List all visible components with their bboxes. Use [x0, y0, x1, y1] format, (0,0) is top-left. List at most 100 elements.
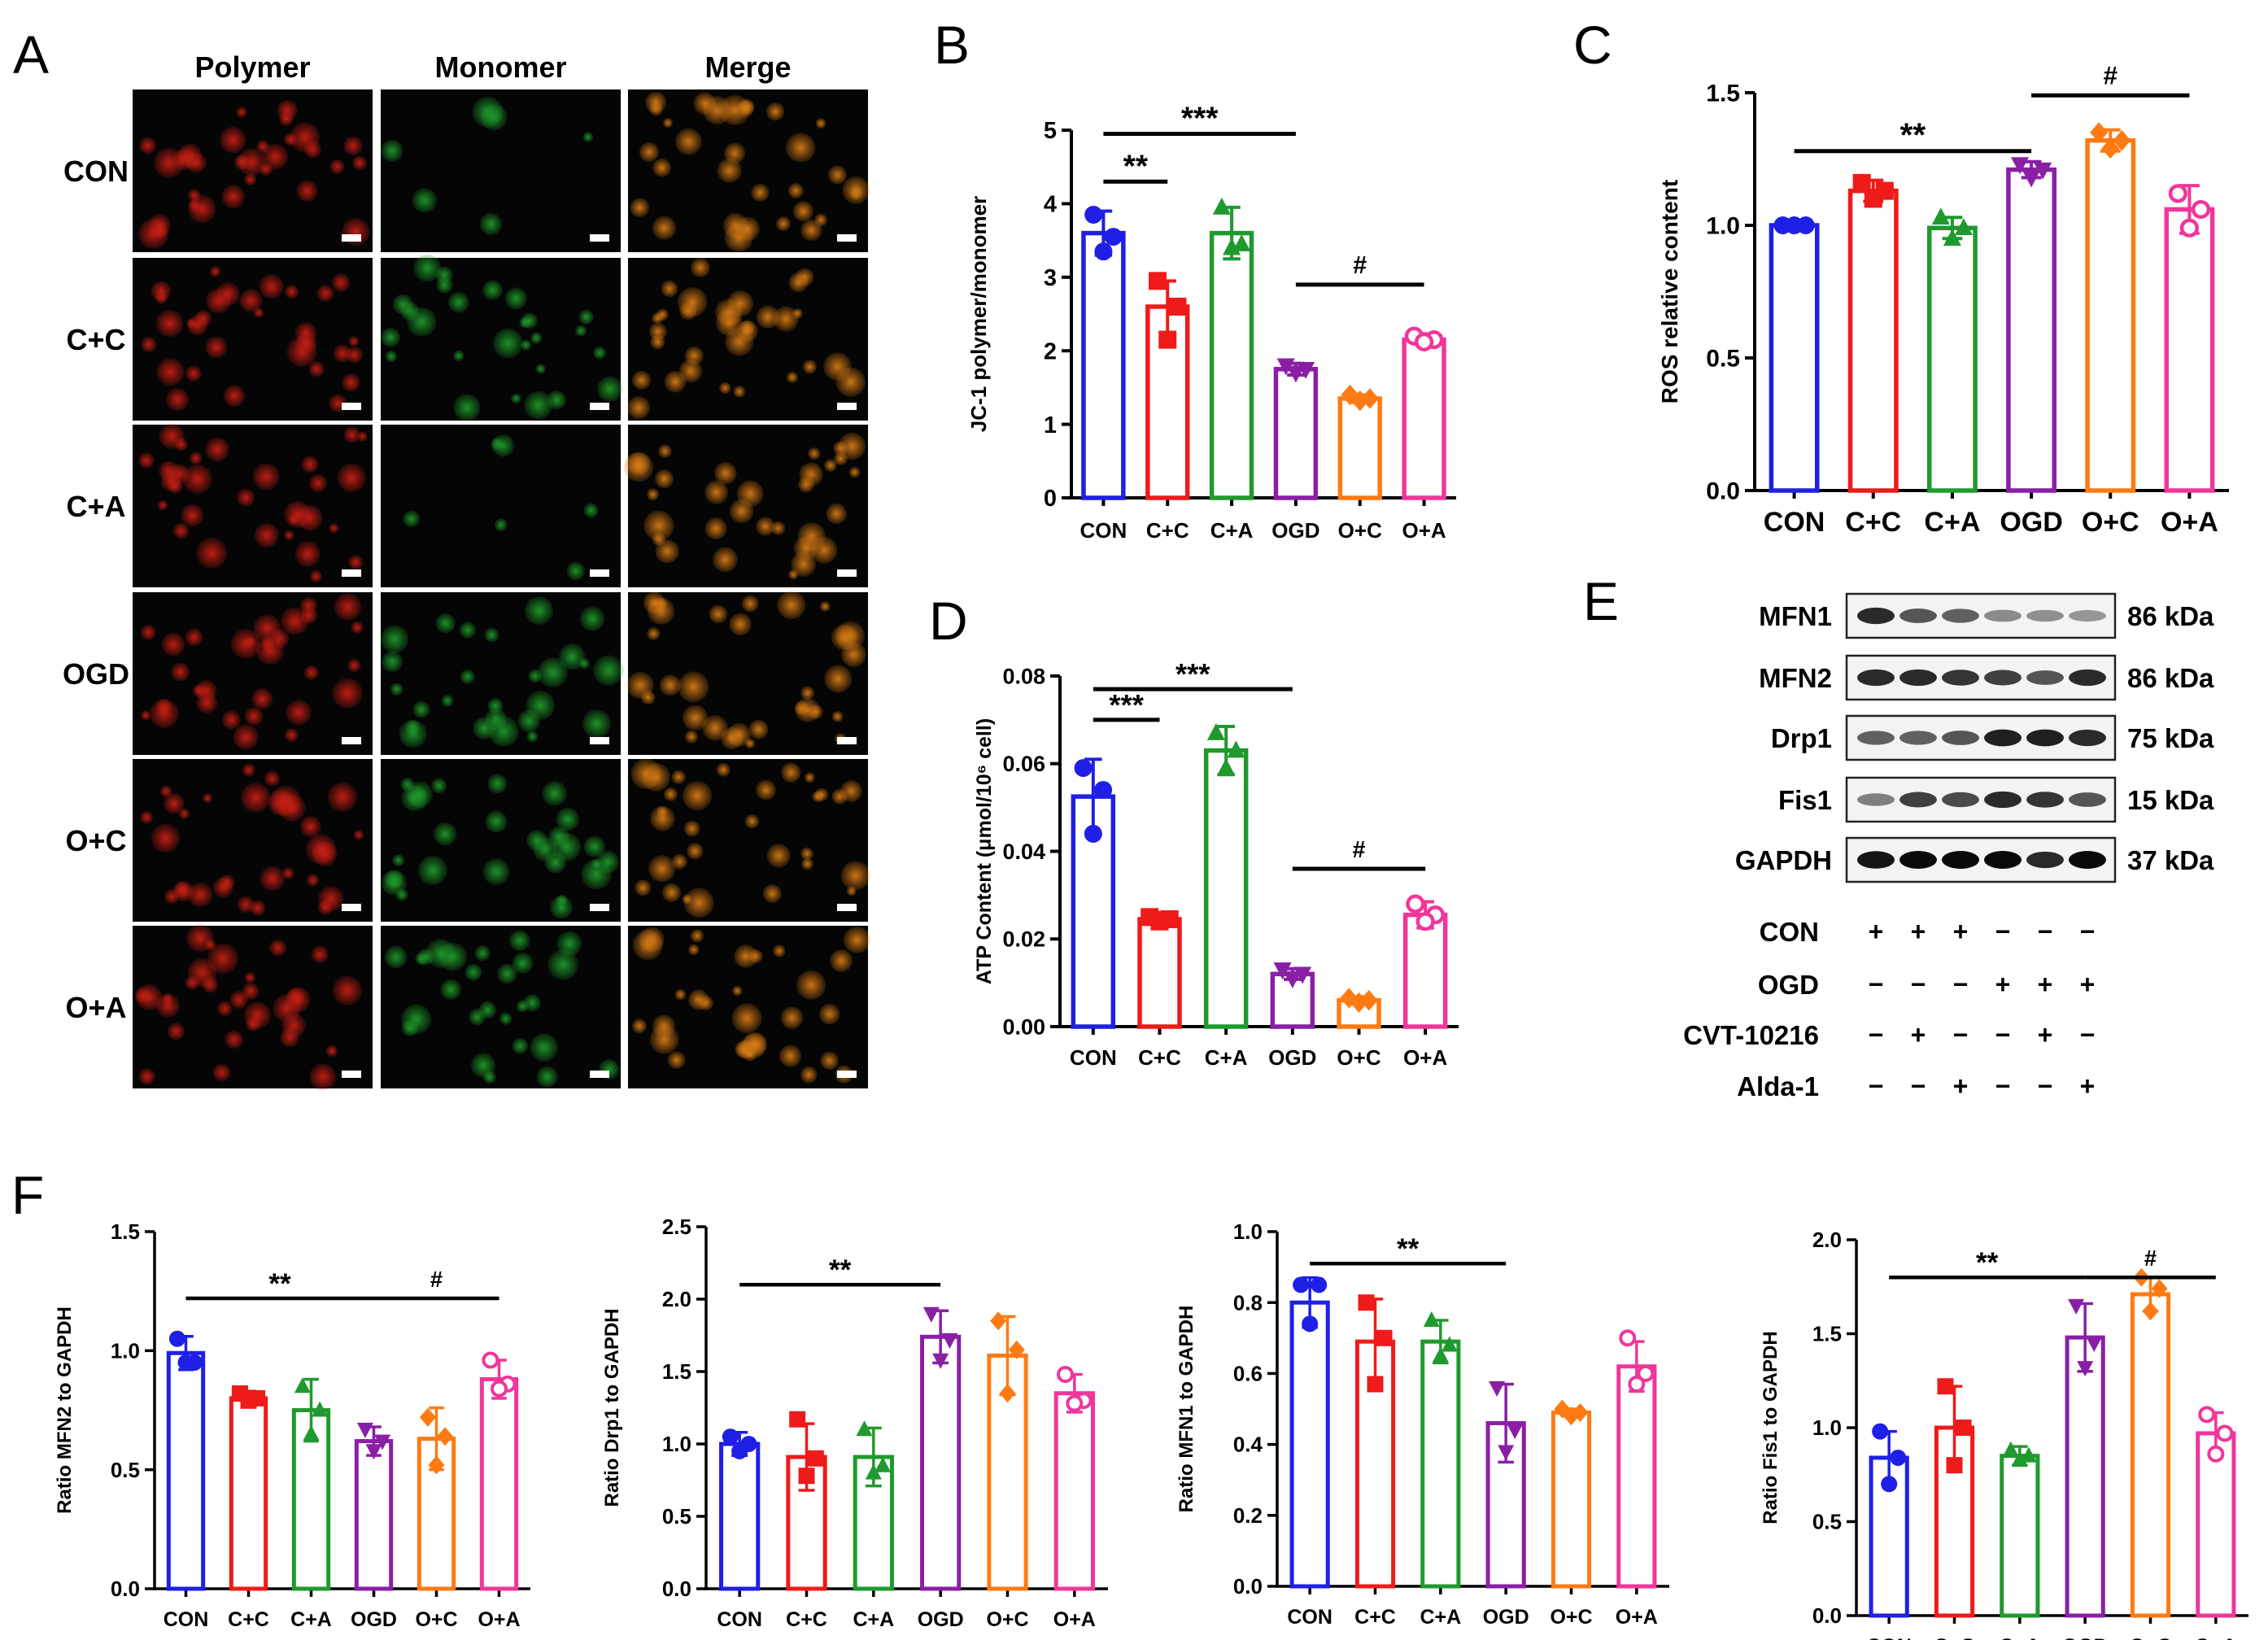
- x-tick-label-cpc: C+C: [228, 1608, 269, 1631]
- cell-signal: [583, 835, 605, 857]
- cell-signal: [787, 183, 804, 198]
- data-point-opc: [2142, 1302, 2159, 1321]
- cell-signal: [675, 128, 702, 155]
- cell-signal: [412, 188, 437, 213]
- micrograph-opc-monomer: [381, 759, 621, 922]
- scale-bar: [342, 403, 361, 410]
- y-tick-label: 1: [1044, 412, 1057, 438]
- cell-signal: [252, 463, 280, 491]
- column-header-merge: Merge: [704, 50, 791, 84]
- bar-cpc: [1847, 188, 1899, 493]
- micrograph-ogd-merge: [626, 591, 868, 755]
- cell-signal: [526, 731, 539, 743]
- cell-signal: [188, 194, 216, 224]
- cell-signal: [751, 183, 770, 202]
- cell-signal: [685, 730, 698, 744]
- row-label-opa: O+A: [65, 991, 126, 1024]
- cell-signal: [658, 444, 672, 458]
- x-tick-label-opa: O+A: [1616, 1606, 1658, 1629]
- condition-label-con: CON: [1760, 917, 1819, 947]
- cell-signal: [348, 336, 360, 347]
- panel-label-c: C: [1573, 15, 1612, 75]
- data-point-cpa: [1212, 197, 1231, 215]
- scale-bar: [837, 737, 857, 744]
- cell-signal: [221, 710, 241, 730]
- cell-signal: [650, 805, 675, 831]
- y-tick-label: 0.06: [1002, 752, 1045, 776]
- row-label-cpc: C+C: [66, 323, 125, 356]
- data-point-opc: [2101, 137, 2120, 159]
- cell-signal: [482, 280, 503, 300]
- significance-label: ***: [1175, 657, 1210, 691]
- bar-con: [1081, 230, 1126, 500]
- cell-signal: [150, 823, 180, 853]
- cell-signal: [244, 636, 255, 648]
- scale-bar: [837, 904, 857, 911]
- data-point-con: [168, 1330, 185, 1347]
- chart-jc1-ratio: 0 1 2 3 4 5 JC-1 polymer/monomer CON C+C C+A OGD O+…: [966, 102, 1456, 543]
- y-axis-label: Ratio Drp1 to GAPDH: [601, 1308, 623, 1507]
- y-tick-label: 0.5: [662, 1504, 691, 1529]
- data-point-con: [1785, 216, 1803, 234]
- data-point-con: [1302, 1315, 1319, 1332]
- cell-signal: [733, 386, 746, 398]
- blot-kda-drp1: 75 kDa: [2127, 723, 2214, 753]
- data-point-ogd: [356, 1422, 373, 1438]
- data-point-opc: [2151, 1279, 2168, 1298]
- cell-signal: [530, 1033, 558, 1062]
- condition-sign: −: [1953, 1020, 1969, 1049]
- cell-signal: [713, 547, 738, 573]
- data-point-opa: [1637, 1364, 1655, 1382]
- cell-signal: [262, 143, 289, 170]
- blot-band: [1857, 607, 1895, 625]
- y-tick-label: 1.0: [1812, 1415, 1842, 1440]
- cell-signal: [140, 624, 156, 640]
- cell-signal: [677, 287, 708, 317]
- cell-signal: [741, 1033, 767, 1058]
- scale-bar: [837, 1071, 857, 1078]
- data-point-con: [1881, 1476, 1898, 1493]
- row-label-ogd: OGD: [63, 657, 129, 691]
- blot-band: [1899, 669, 1937, 687]
- blot-kda-mfn1: 86 kDa: [2127, 601, 2214, 631]
- cell-signal: [593, 346, 606, 360]
- condition-sign: −: [2038, 1071, 2053, 1101]
- cell-signal: [273, 993, 302, 1023]
- cell-signal: [786, 133, 816, 163]
- cell-signal: [351, 621, 364, 634]
- x-tick-label-con: CON: [1866, 1635, 1912, 1640]
- condition-sign: +: [1953, 917, 1969, 946]
- cell-signal: [650, 334, 665, 350]
- data-point-ogd: [374, 1434, 391, 1450]
- cell-signal: [626, 672, 654, 700]
- cell-signal: [485, 708, 507, 731]
- cell-signal: [152, 224, 168, 240]
- cell-signal: [494, 518, 508, 532]
- condition-sign: −: [2038, 917, 2053, 946]
- cell-signal: [512, 952, 534, 974]
- chart-mfn2-ratio: 0.0 0.5 1.0 1.5 Ratio MFN2 to GAPDH CON C+C C+A…: [54, 1219, 530, 1631]
- cell-signal: [174, 438, 188, 451]
- cell-signal: [499, 1012, 512, 1025]
- x-tick-label-opc: O+C: [2082, 507, 2139, 538]
- cell-signal: [480, 212, 503, 236]
- data-point-cpc: [1149, 272, 1167, 290]
- x-tick-label-con: CON: [717, 1608, 762, 1631]
- bar-cpc: [1137, 917, 1182, 1029]
- x-tick-label-cpa: C+A: [1924, 507, 1980, 538]
- y-tick-label: 1.5: [662, 1359, 691, 1384]
- blot-band: [2069, 792, 2106, 807]
- y-tick-label: 0.6: [1233, 1362, 1263, 1386]
- significance-label: ***: [1181, 102, 1219, 137]
- x-tick-label-cpc: C+C: [1138, 1045, 1181, 1070]
- cell-signal: [810, 536, 838, 564]
- y-tick-label: 1.5: [111, 1219, 140, 1244]
- scale-bar: [590, 737, 609, 744]
- cell-signal: [269, 939, 287, 957]
- cell-signal: [647, 488, 660, 501]
- data-point-cpc: [1367, 1376, 1384, 1393]
- condition-sign: +: [1911, 1020, 1926, 1049]
- cell-signal: [194, 309, 212, 327]
- cell-signal: [688, 944, 700, 956]
